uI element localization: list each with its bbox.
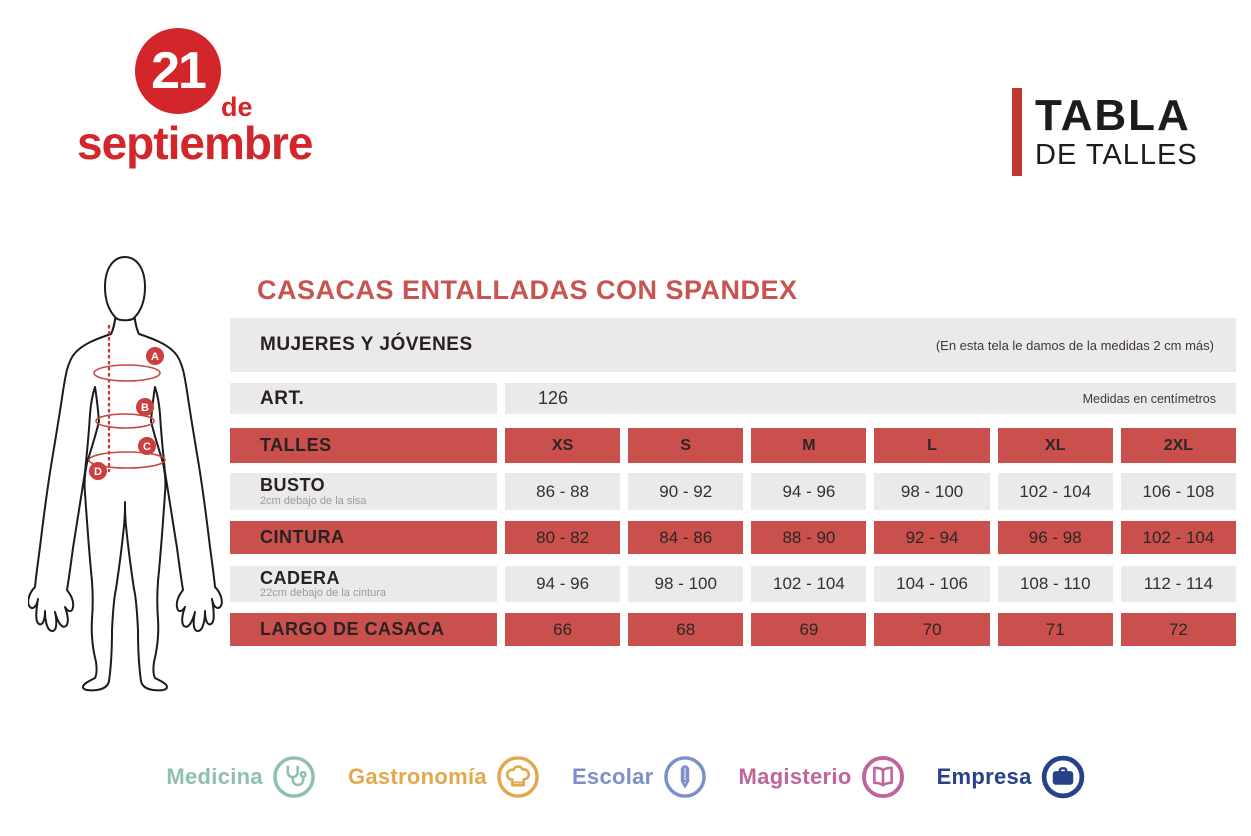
article-number: 126 bbox=[538, 388, 569, 408]
table-cell: 98 - 100 bbox=[628, 566, 744, 602]
row-sublabel: 2cm debajo de la sisa bbox=[260, 494, 367, 507]
row-label: LARGO DE CASACA bbox=[260, 619, 445, 640]
table-cell: 92 - 94 bbox=[874, 521, 990, 554]
marker-a-badge bbox=[146, 347, 164, 365]
table-cell: 80 - 82 bbox=[505, 521, 621, 554]
badge-subtitle: DE TALLES bbox=[1035, 138, 1198, 171]
category-label: Magisterio bbox=[738, 764, 852, 789]
measure-markers: A B C D bbox=[89, 347, 164, 480]
size-header: S bbox=[628, 428, 744, 463]
briefcase-icon bbox=[1041, 755, 1085, 799]
body-outline bbox=[28, 312, 223, 692]
category-label: Empresa bbox=[936, 764, 1032, 789]
badge-title: TABLA bbox=[1035, 91, 1191, 140]
head-outline bbox=[104, 256, 146, 322]
table-cell: 66 bbox=[505, 613, 621, 646]
sizes-label: TALLES bbox=[260, 435, 332, 456]
table-cell: 94 - 96 bbox=[505, 566, 621, 602]
category-magisterio: Magisterio bbox=[739, 755, 905, 799]
table-row-cadera: CADERA 22cm debajo de la cintura 94 - 96… bbox=[230, 566, 1236, 602]
table-cell: 70 bbox=[874, 613, 990, 646]
category-gastronomia: Gastronomía bbox=[348, 755, 540, 799]
stethoscope-icon bbox=[272, 755, 316, 799]
table-group-header: MUJERES Y JÓVENES (En esta tela le damos… bbox=[230, 318, 1236, 372]
table-cell: 68 bbox=[628, 613, 744, 646]
marker-b-badge bbox=[136, 398, 154, 416]
category-medicina: Medicina bbox=[166, 755, 316, 799]
page-title: CASACAS ENTALLADAS CON SPANDEX bbox=[257, 275, 798, 305]
table-cell: 84 - 86 bbox=[628, 521, 744, 554]
table-cell: 69 bbox=[751, 613, 867, 646]
tabla-de-talles-badge: TABLA DE TALLES bbox=[1012, 88, 1198, 176]
table-cell: 71 bbox=[997, 613, 1113, 646]
bust-measure-ellipse bbox=[93, 364, 161, 382]
svg-text:B: B bbox=[141, 402, 149, 414]
table-cell: 72 bbox=[1120, 613, 1236, 646]
table-cell: 96 - 98 bbox=[997, 521, 1113, 554]
table-cell: 108 - 110 bbox=[997, 566, 1113, 602]
table-cell: 106 - 108 bbox=[1120, 473, 1236, 510]
size-header: L bbox=[874, 428, 990, 463]
table-cell: 102 - 104 bbox=[751, 566, 867, 602]
table-cell: 102 - 104 bbox=[997, 473, 1113, 510]
table-cell: 86 - 88 bbox=[505, 473, 621, 510]
svg-text:C: C bbox=[143, 441, 151, 453]
category-label: Escolar bbox=[571, 764, 654, 789]
badge-red-bar bbox=[1012, 88, 1022, 176]
category-empresa: Empresa bbox=[937, 755, 1085, 799]
row-label: BUSTO bbox=[260, 475, 326, 495]
table-row-busto: BUSTO 2cm debajo de la sisa 86 - 88 90 -… bbox=[230, 473, 1236, 510]
category-escolar: Escolar bbox=[572, 755, 707, 799]
marker-c-badge bbox=[138, 437, 156, 455]
marker-d-badge bbox=[89, 462, 107, 480]
sizes-header-row: TALLES XS S M L XL 2XL bbox=[230, 428, 1236, 463]
table-cell: 112 - 114 bbox=[1120, 566, 1236, 602]
category-label: Gastronomía bbox=[347, 764, 487, 789]
table-cell: 88 - 90 bbox=[751, 521, 867, 554]
table-cell: 102 - 104 bbox=[1120, 521, 1236, 554]
category-label: Medicina bbox=[166, 764, 263, 789]
table-row-cintura: CINTURA 80 - 82 84 - 86 88 - 90 92 - 94 … bbox=[230, 521, 1236, 554]
table-cell: 90 - 92 bbox=[628, 473, 744, 510]
hip-measure-ellipse bbox=[88, 451, 166, 469]
logo-circle: 21 bbox=[135, 28, 221, 114]
table-cell: 94 - 96 bbox=[751, 473, 867, 510]
logo-month: septiembre bbox=[77, 117, 313, 169]
article-label: ART. bbox=[260, 387, 305, 409]
chef-hat-icon bbox=[496, 755, 540, 799]
group-label: MUJERES Y JÓVENES bbox=[260, 334, 473, 355]
body-measurement-figure: A B C D bbox=[28, 256, 223, 692]
units-note: Medidas en centímetros bbox=[1082, 391, 1216, 406]
group-note: (En esta tela le damos de la medidas 2 c… bbox=[935, 337, 1214, 353]
size-table: MUJERES Y JÓVENES (En esta tela le damos… bbox=[230, 318, 1236, 646]
size-header: M bbox=[751, 428, 867, 463]
size-header: 2XL bbox=[1120, 428, 1236, 463]
row-label: CINTURA bbox=[260, 527, 345, 548]
category-legend: Medicina Gastronomía bbox=[0, 755, 1251, 799]
row-sublabel: 22cm debajo de la cintura bbox=[260, 587, 386, 600]
waist-measure-ellipse bbox=[95, 413, 155, 429]
svg-text:D: D bbox=[94, 466, 102, 478]
table-cell: 98 - 100 bbox=[874, 473, 990, 510]
size-header: XS bbox=[505, 428, 621, 463]
table-row-largo: LARGO DE CASACA 66 68 69 70 71 72 bbox=[230, 613, 1236, 646]
table-cell: 104 - 106 bbox=[874, 566, 990, 602]
row-label: CADERA bbox=[260, 567, 341, 588]
svg-text:A: A bbox=[151, 351, 159, 363]
size-header: XL bbox=[997, 428, 1113, 463]
open-book-icon bbox=[861, 755, 905, 799]
pencil-icon bbox=[663, 755, 707, 799]
logo-day: 21 bbox=[151, 42, 207, 100]
article-row: ART. 126 Medidas en centímetros bbox=[230, 383, 1236, 414]
logo-de: de bbox=[221, 92, 253, 122]
